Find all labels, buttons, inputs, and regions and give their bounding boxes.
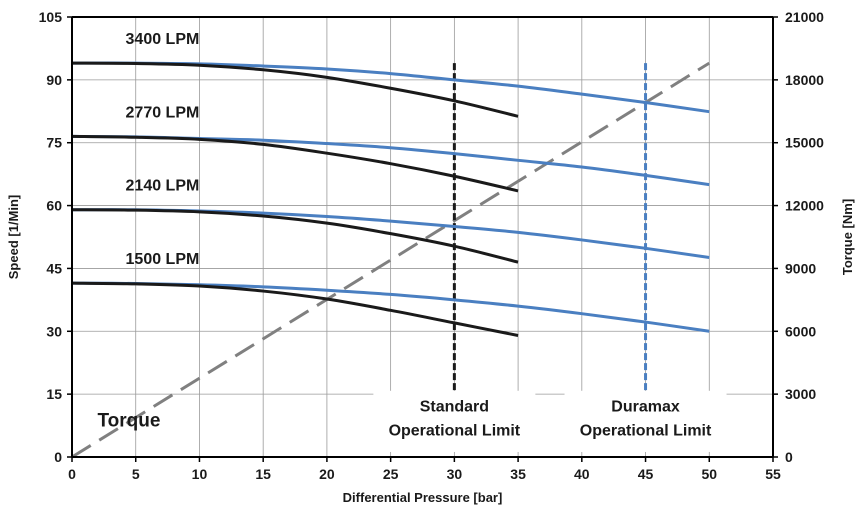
y2-tick-label: 12000: [785, 198, 824, 214]
x-tick-label: 20: [319, 466, 335, 482]
flow-label-1500: 1500 LPM: [126, 251, 200, 268]
x-tick-label: 45: [638, 466, 654, 482]
standard-curve-2770: [71, 134, 519, 193]
limit-label-background: [564, 390, 727, 452]
x-tick-label: 30: [447, 466, 463, 482]
torque-label: Torque: [97, 410, 160, 431]
y2-tick-label: 3000: [785, 386, 816, 402]
x-tick-label: 50: [701, 466, 717, 482]
y-tick-label: 75: [46, 135, 62, 151]
y-tick-label: 30: [46, 323, 62, 339]
y-tick-label: 15: [46, 386, 62, 402]
standard-curve-1500: [71, 281, 519, 337]
y-tick-label: 90: [46, 72, 62, 88]
axes: 0 5 10 15 20 25 30 35 40 45 50 55015304560759010503…: [6, 9, 855, 505]
x-tick-label: 15: [255, 466, 271, 482]
limit-label-masks: [373, 390, 727, 452]
y2-axis-title: Torque [Nm]: [840, 199, 855, 275]
y2-tick-label: 15000: [785, 135, 824, 151]
torque-series: [71, 61, 711, 459]
duramax-limit-label-line-1: Duramax: [611, 399, 680, 416]
y2-tick-label: 0: [785, 449, 793, 465]
duramax-limit-label-line-2: Operational Limit: [580, 423, 712, 440]
chart-labels: 3400 LPM 2770 LPM 2140 LPM 1500 LPM Standard…: [97, 31, 712, 440]
x-tick-label: 35: [510, 466, 526, 482]
flow-label-2770: 2770 LPM: [126, 105, 200, 122]
x-tick-label: 25: [383, 466, 399, 482]
x-tick-label: 40: [574, 466, 590, 482]
x-axis-title: Differential Pressure [bar]: [343, 490, 503, 505]
y-axis-title: Speed [1/Min]: [6, 195, 21, 280]
y-tick-label: 60: [46, 198, 62, 214]
torque-line: [71, 61, 711, 459]
y2-tick-label: 6000: [785, 323, 816, 339]
standard-curve-3400: [71, 61, 519, 118]
speed-series: [71, 61, 710, 337]
y2-tick-label: 21000: [785, 9, 824, 25]
standard-curve-2140: [71, 208, 519, 264]
x-tick-label: 55: [765, 466, 781, 482]
x-tick-label: 0: [68, 466, 76, 482]
flow-label-2140: 2140 LPM: [126, 177, 200, 194]
x-tick-label: 5: [132, 466, 140, 482]
standard-limit-label-line-1: Standard: [420, 399, 489, 416]
flow-label-3400: 3400 LPM: [126, 31, 200, 48]
standard-limit-label-line-2: Operational Limit: [389, 423, 521, 440]
limit-label-background: [373, 390, 536, 452]
y2-tick-label: 9000: [785, 260, 816, 276]
y-tick-label: 0: [54, 449, 62, 465]
y-tick-label: 45: [46, 260, 62, 276]
x-tick-label: 10: [192, 466, 208, 482]
y2-tick-label: 18000: [785, 72, 824, 88]
y-tick-label: 105: [39, 9, 63, 25]
